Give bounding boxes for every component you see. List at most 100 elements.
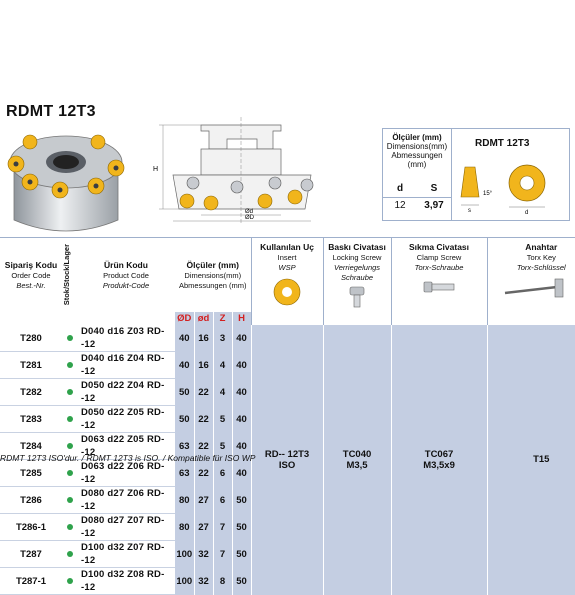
order-code-cell: T280 [0, 325, 62, 352]
insert-icon [273, 278, 301, 306]
stock-cell [62, 513, 77, 541]
height-H-cell: 40 [232, 432, 252, 460]
bore-d-cell: 32 [194, 567, 214, 595]
height-H-cell: 40 [232, 459, 252, 487]
order-code-cell: T282 [0, 378, 62, 406]
diameter-D-cell: 80 [175, 513, 195, 541]
height-H-cell: 40 [232, 378, 252, 406]
stock-cell [62, 378, 77, 406]
bore-d-cell: 22 [194, 405, 214, 433]
order-code-cell: T283 [0, 405, 62, 433]
teeth-Z-cell: 7 [213, 540, 233, 568]
order-code-cell: T287-1 [0, 567, 62, 595]
height-H-cell: 50 [232, 486, 252, 514]
stock-header: Stok/Stock/Lager [62, 237, 77, 312]
teeth-Z-cell: 6 [213, 459, 233, 487]
insert-drawing: s 15° d [460, 164, 546, 216]
stock-status-icon [66, 415, 73, 422]
bore-d-cell: 22 [194, 432, 214, 460]
stock-cell [62, 432, 77, 460]
torx-key-icon [505, 278, 564, 298]
diameter-D-cell: 80 [175, 486, 195, 514]
bore-d-cell: 27 [194, 486, 214, 514]
bore-d-cell: 16 [194, 325, 214, 352]
diameter-D-cell: 100 [175, 540, 195, 568]
teeth-Z-cell: 3 [213, 325, 233, 352]
order-code-cell: T281 [0, 351, 62, 379]
order-code-cell: T284 [0, 432, 62, 460]
stock-status-icon [66, 577, 73, 584]
insert-col-d: d [396, 183, 404, 194]
teeth-Z-cell: 4 [213, 378, 233, 406]
order-code-cell: T285 [0, 459, 62, 487]
locking-screw-header: Baskı Civatası Locking Screw Verriegelun… [322, 237, 392, 312]
diameter-D-cell: 63 [175, 432, 195, 460]
stock-status-icon [66, 523, 73, 530]
height-H-cell: 50 [232, 513, 252, 541]
product-code-header: Ürün Kodu Product Code Produkt-Code [77, 237, 175, 312]
insert-value-cell: RD-- 12T3 ISO [250, 325, 324, 595]
teeth-Z-cell: 6 [213, 486, 233, 514]
dim-header-D: ØD [175, 312, 195, 325]
stock-cell [62, 459, 77, 487]
table-row: T287 D100 d32 Z07 RD--12 100 32 7 50 [0, 540, 575, 568]
clamp-screw-header: Sıkma Civatası Clamp Screw Torx-Schraube [390, 237, 488, 312]
height-H-cell: 50 [232, 540, 252, 568]
insert-dimensions-box: Ölçüler (mm) Dimensions(mm) Abmessungen … [382, 128, 570, 221]
stock-cell [62, 540, 77, 568]
dim-header-d: ød [194, 312, 214, 325]
product-code-cell: D080 d27 Z06 RD--12 [77, 486, 175, 514]
h-dimension-label: H [153, 166, 158, 173]
insert-dimensions-heading: Ölçüler (mm) Dimensions(mm) Abmessungen … [386, 133, 448, 169]
insert-col-s: S [430, 183, 438, 194]
dim-header-Z: Z [213, 312, 233, 325]
insert-angle-label: 15° [483, 191, 493, 197]
bore-d-cell: 27 [194, 513, 214, 541]
product-code-cell: D040 d16 Z03 RD--12 [77, 325, 175, 352]
stock-status-icon [66, 550, 73, 557]
insert-value-d: 12 [394, 200, 406, 211]
stock-status-icon [66, 334, 73, 341]
teeth-Z-cell: 7 [213, 513, 233, 541]
stock-cell [62, 325, 77, 352]
product-code-cell: D063 d22 Z05 RD--12 [77, 432, 175, 460]
teeth-Z-cell: 5 [213, 432, 233, 460]
torx-key-value-cell: T15 [486, 325, 575, 595]
height-H-cell: 40 [232, 351, 252, 379]
diameter-D-cell: 50 [175, 378, 195, 406]
stock-cell [62, 486, 77, 514]
product-code-cell: D100 d32 Z08 RD--12 [77, 567, 175, 595]
height-H-cell: 40 [232, 325, 252, 352]
diameter-D-cell: 40 [175, 351, 195, 379]
order-code-cell: T286-1 [0, 513, 62, 541]
stock-cell [62, 567, 77, 595]
locking-screw-value-cell: TC040 M3,5 [322, 325, 392, 595]
bore-d-cell: 22 [194, 378, 214, 406]
page-title: RDMT 12T3 [6, 103, 96, 120]
teeth-Z-cell: 8 [213, 567, 233, 595]
order-code-cell: T286 [0, 486, 62, 514]
diameter-D-cell: 40 [175, 325, 195, 352]
product-code-cell: D050 d22 Z05 RD--12 [77, 405, 175, 433]
table-row: T285 D063 d22 Z06 RD--12 63 22 6 40 [0, 459, 575, 487]
product-table: Sipariş Kodu Order Code Best.-Nr. Stok/S… [0, 237, 575, 595]
stock-status-icon [66, 388, 73, 395]
product-code-cell: D100 d32 Z07 RD--12 [77, 540, 175, 568]
height-H-cell: 40 [232, 405, 252, 433]
diameter-D-cell: 100 [175, 567, 195, 595]
footnote: RDMT 12T3 ISO'dur. / RDMT 12T3 is ISO. /… [0, 453, 256, 463]
teeth-Z-cell: 5 [213, 405, 233, 433]
diameter-dimension-label: ØD [245, 215, 255, 221]
dimension-subheader-row: ØD ød Z H [0, 312, 575, 325]
clamp-screw-value-cell: TC067 M3,5x9 [390, 325, 488, 595]
bore-d-cell: 32 [194, 540, 214, 568]
product-code-cell: D080 d27 Z07 RD--12 [77, 513, 175, 541]
insert-name: RDMT 12T3 [475, 138, 530, 149]
table-row: T280 D040 d16 Z03 RD--12 40 16 3 40 RD-- 12T3 I… [0, 325, 575, 595]
dimensions-header: Ölçüler (mm) Dimensions(mm) Abmessungen … [175, 237, 252, 312]
order-code-header: Sipariş Kodu Order Code Best.-Nr. [0, 237, 62, 312]
technical-drawing: H Ød ØD [153, 117, 314, 225]
stock-cell [62, 351, 77, 379]
height-H-cell: 50 [232, 567, 252, 595]
stock-status-icon [66, 442, 73, 449]
